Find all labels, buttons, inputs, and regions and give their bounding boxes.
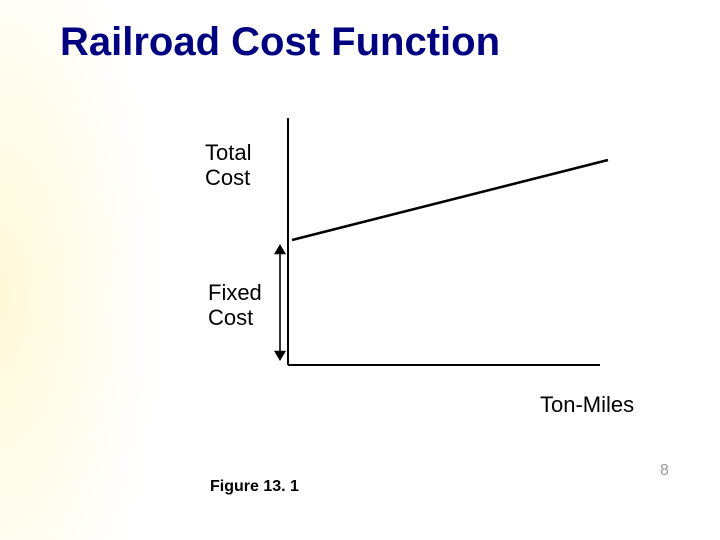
fixed-cost-arrow xyxy=(274,244,286,361)
figure-caption: Figure 13. 1 xyxy=(210,478,299,496)
page-number: 8 xyxy=(660,462,669,480)
fixed-cost-label: FixedCost xyxy=(208,280,262,331)
total-cost-label: TotalCost xyxy=(205,140,251,191)
cost-chart xyxy=(0,0,720,540)
total-cost-line xyxy=(292,160,608,240)
slide: Railroad Cost Function TotalCost FixedCo… xyxy=(0,0,720,540)
x-axis-label: Ton-Miles xyxy=(540,392,634,417)
